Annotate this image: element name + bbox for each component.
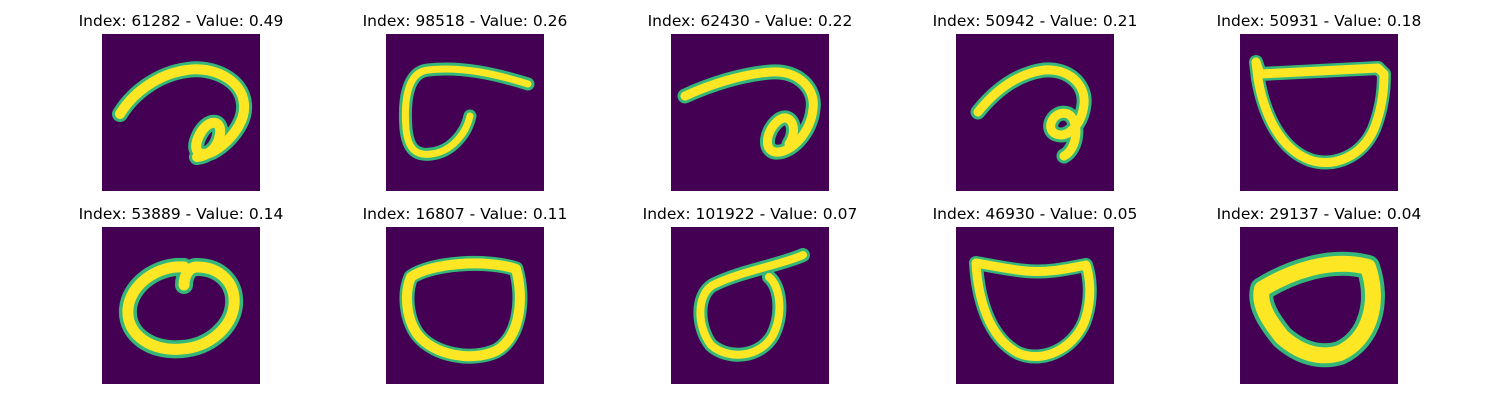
digit-oval-graphic bbox=[399, 255, 528, 364]
digit-image bbox=[1240, 34, 1398, 191]
digit-image bbox=[671, 227, 829, 384]
panel-5: Index: 50931 - Value: 0.18 bbox=[1177, 12, 1461, 191]
panel-title: Index: 98518 - Value: 0.26 bbox=[362, 12, 568, 30]
digit-image bbox=[386, 34, 544, 191]
digit-cup-graphic bbox=[969, 256, 1097, 364]
panel-8: Index: 101922 - Value: 0.07 bbox=[608, 205, 892, 384]
digit-image bbox=[386, 227, 544, 384]
digit-image bbox=[102, 34, 260, 191]
digit-looped-six-graphic bbox=[693, 248, 810, 362]
digit-image bbox=[956, 227, 1114, 384]
digit-thick-oval-graphic bbox=[1249, 251, 1385, 368]
digit-open-hook-graphic bbox=[398, 62, 535, 161]
digit-image bbox=[1240, 227, 1398, 384]
digit-hooked-loop-graphic bbox=[970, 62, 1092, 164]
panel-10: Index: 29137 - Value: 0.04 bbox=[1177, 205, 1461, 384]
panel-4: Index: 50942 - Value: 0.21 bbox=[893, 12, 1177, 191]
panel-title: Index: 53889 - Value: 0.14 bbox=[78, 205, 284, 223]
digit-hooked-loop-graphic bbox=[677, 64, 821, 160]
panel-title: Index: 50931 - Value: 0.18 bbox=[1216, 12, 1422, 30]
panel-title: Index: 46930 - Value: 0.05 bbox=[932, 205, 1138, 223]
panel-9: Index: 46930 - Value: 0.05 bbox=[893, 205, 1177, 384]
digit-image bbox=[102, 227, 260, 384]
panel-title: Index: 50942 - Value: 0.21 bbox=[932, 12, 1138, 30]
digit-image bbox=[671, 34, 829, 191]
digit-cup-graphic bbox=[1249, 55, 1391, 170]
panel-title: Index: 62430 - Value: 0.22 bbox=[647, 12, 853, 30]
panel-1: Index: 61282 - Value: 0.49 bbox=[39, 12, 323, 191]
digit-oval-graphic bbox=[118, 257, 244, 359]
panel-title: Index: 29137 - Value: 0.04 bbox=[1216, 205, 1422, 223]
panel-3: Index: 62430 - Value: 0.22 bbox=[608, 12, 892, 191]
panel-2: Index: 98518 - Value: 0.26 bbox=[323, 12, 607, 191]
digit-hooked-loop-graphic bbox=[112, 61, 253, 165]
panel-7: Index: 16807 - Value: 0.11 bbox=[323, 205, 607, 384]
panel-title: Index: 16807 - Value: 0.11 bbox=[362, 205, 568, 223]
panel-6: Index: 53889 - Value: 0.14 bbox=[39, 205, 323, 384]
digit-image bbox=[956, 34, 1114, 191]
panel-title: Index: 61282 - Value: 0.49 bbox=[78, 12, 284, 30]
panel-title: Index: 101922 - Value: 0.07 bbox=[642, 205, 858, 223]
